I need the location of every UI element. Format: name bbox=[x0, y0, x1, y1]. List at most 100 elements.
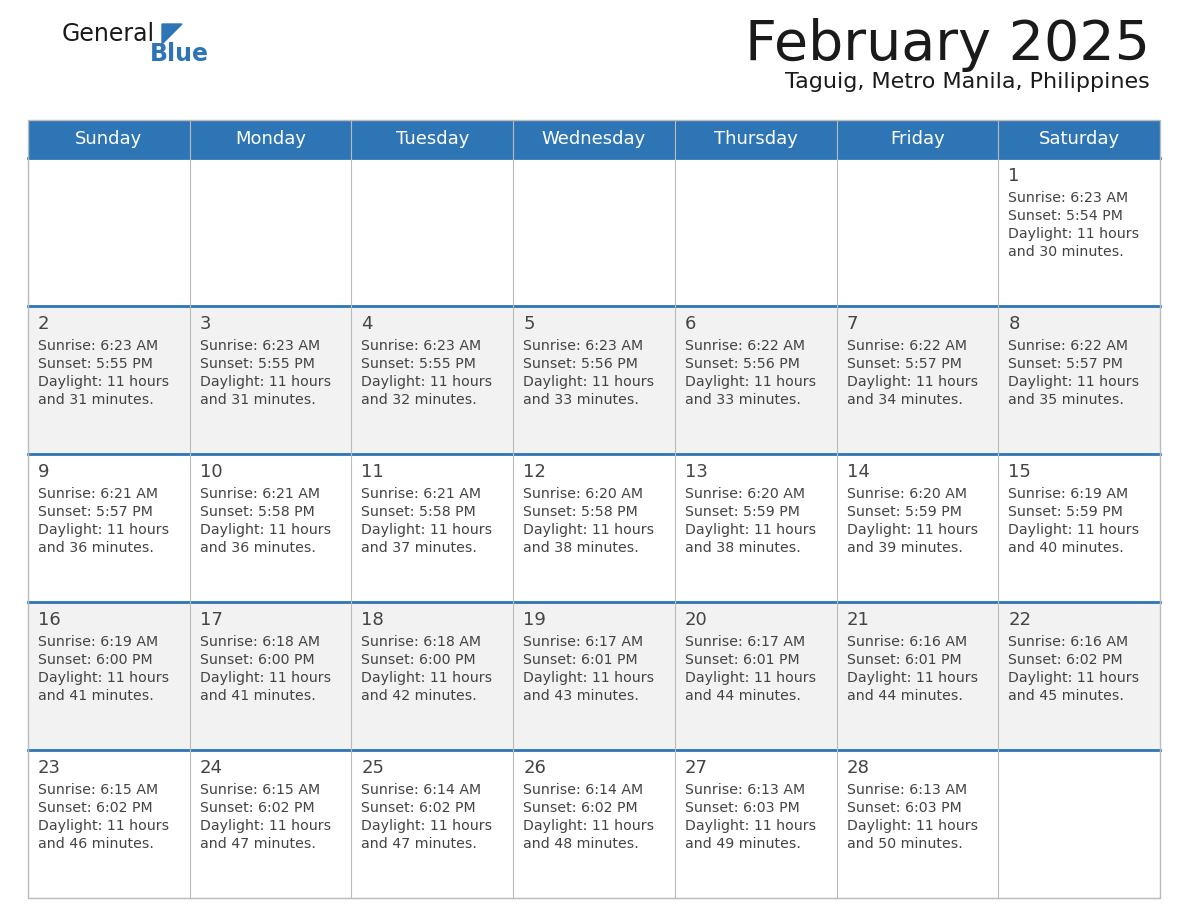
Text: and 49 minutes.: and 49 minutes. bbox=[684, 837, 801, 851]
Text: 16: 16 bbox=[38, 611, 61, 629]
Text: Daylight: 11 hours: Daylight: 11 hours bbox=[1009, 227, 1139, 241]
Bar bbox=[29, 602, 1159, 750]
Text: Sunrise: 6:18 AM: Sunrise: 6:18 AM bbox=[361, 635, 481, 649]
Bar bbox=[29, 120, 1159, 898]
Text: Daylight: 11 hours: Daylight: 11 hours bbox=[361, 819, 493, 833]
Text: Daylight: 11 hours: Daylight: 11 hours bbox=[361, 375, 493, 389]
Text: Daylight: 11 hours: Daylight: 11 hours bbox=[523, 671, 655, 685]
Text: Daylight: 11 hours: Daylight: 11 hours bbox=[684, 819, 816, 833]
Text: Daylight: 11 hours: Daylight: 11 hours bbox=[200, 375, 330, 389]
Text: Sunset: 5:58 PM: Sunset: 5:58 PM bbox=[200, 505, 315, 519]
Text: Sunset: 5:59 PM: Sunset: 5:59 PM bbox=[684, 505, 800, 519]
Text: Sunrise: 6:17 AM: Sunrise: 6:17 AM bbox=[684, 635, 805, 649]
Text: 21: 21 bbox=[847, 611, 870, 629]
Text: Daylight: 11 hours: Daylight: 11 hours bbox=[200, 523, 330, 537]
Text: and 48 minutes.: and 48 minutes. bbox=[523, 837, 639, 851]
Text: 12: 12 bbox=[523, 463, 546, 481]
Text: 2: 2 bbox=[38, 315, 50, 333]
Text: Sunset: 5:59 PM: Sunset: 5:59 PM bbox=[1009, 505, 1123, 519]
Text: and 46 minutes.: and 46 minutes. bbox=[38, 837, 154, 851]
Text: Sunrise: 6:22 AM: Sunrise: 6:22 AM bbox=[847, 339, 967, 353]
Text: and 36 minutes.: and 36 minutes. bbox=[200, 541, 316, 555]
Text: 19: 19 bbox=[523, 611, 546, 629]
Text: Sunset: 6:02 PM: Sunset: 6:02 PM bbox=[523, 801, 638, 815]
Polygon shape bbox=[162, 24, 182, 44]
Text: Sunrise: 6:22 AM: Sunrise: 6:22 AM bbox=[684, 339, 804, 353]
Text: Sunset: 5:59 PM: Sunset: 5:59 PM bbox=[847, 505, 961, 519]
Text: Thursday: Thursday bbox=[714, 130, 797, 148]
Text: Sunset: 5:58 PM: Sunset: 5:58 PM bbox=[361, 505, 476, 519]
Text: 8: 8 bbox=[1009, 315, 1019, 333]
Text: Daylight: 11 hours: Daylight: 11 hours bbox=[684, 671, 816, 685]
Text: and 40 minutes.: and 40 minutes. bbox=[1009, 541, 1124, 555]
Text: 25: 25 bbox=[361, 759, 385, 777]
Text: February 2025: February 2025 bbox=[745, 18, 1150, 72]
Text: Sunrise: 6:20 AM: Sunrise: 6:20 AM bbox=[847, 487, 967, 501]
Text: Sunrise: 6:14 AM: Sunrise: 6:14 AM bbox=[523, 783, 643, 797]
Text: and 31 minutes.: and 31 minutes. bbox=[200, 393, 316, 407]
Text: 18: 18 bbox=[361, 611, 384, 629]
Text: Sunset: 5:55 PM: Sunset: 5:55 PM bbox=[361, 357, 476, 371]
Bar bbox=[29, 158, 1159, 306]
Text: Sunrise: 6:19 AM: Sunrise: 6:19 AM bbox=[38, 635, 158, 649]
Text: 22: 22 bbox=[1009, 611, 1031, 629]
Text: 24: 24 bbox=[200, 759, 222, 777]
Text: and 39 minutes.: and 39 minutes. bbox=[847, 541, 962, 555]
Text: 17: 17 bbox=[200, 611, 222, 629]
Text: Daylight: 11 hours: Daylight: 11 hours bbox=[847, 819, 978, 833]
Text: Daylight: 11 hours: Daylight: 11 hours bbox=[684, 375, 816, 389]
Bar bbox=[29, 306, 1159, 454]
Text: 10: 10 bbox=[200, 463, 222, 481]
Text: and 33 minutes.: and 33 minutes. bbox=[523, 393, 639, 407]
Text: Daylight: 11 hours: Daylight: 11 hours bbox=[847, 375, 978, 389]
Text: Daylight: 11 hours: Daylight: 11 hours bbox=[38, 819, 169, 833]
Text: Sunset: 6:02 PM: Sunset: 6:02 PM bbox=[200, 801, 315, 815]
Text: Sunset: 5:55 PM: Sunset: 5:55 PM bbox=[38, 357, 153, 371]
Text: 13: 13 bbox=[684, 463, 708, 481]
Text: Friday: Friday bbox=[890, 130, 944, 148]
Text: Sunset: 6:02 PM: Sunset: 6:02 PM bbox=[361, 801, 476, 815]
Text: Sunset: 6:00 PM: Sunset: 6:00 PM bbox=[38, 653, 152, 667]
Text: Sunset: 6:00 PM: Sunset: 6:00 PM bbox=[361, 653, 476, 667]
Text: 6: 6 bbox=[684, 315, 696, 333]
Text: General: General bbox=[62, 22, 156, 46]
Text: Sunrise: 6:17 AM: Sunrise: 6:17 AM bbox=[523, 635, 643, 649]
Text: and 47 minutes.: and 47 minutes. bbox=[361, 837, 478, 851]
Text: and 42 minutes.: and 42 minutes. bbox=[361, 689, 478, 703]
Bar bbox=[29, 750, 1159, 898]
Text: Sunrise: 6:23 AM: Sunrise: 6:23 AM bbox=[38, 339, 158, 353]
Text: Sunset: 5:55 PM: Sunset: 5:55 PM bbox=[200, 357, 315, 371]
Text: Sunset: 6:02 PM: Sunset: 6:02 PM bbox=[38, 801, 152, 815]
Text: Tuesday: Tuesday bbox=[396, 130, 469, 148]
Text: 7: 7 bbox=[847, 315, 858, 333]
Text: and 38 minutes.: and 38 minutes. bbox=[523, 541, 639, 555]
Text: 1: 1 bbox=[1009, 167, 1019, 185]
Text: and 33 minutes.: and 33 minutes. bbox=[684, 393, 801, 407]
Text: Sunset: 6:02 PM: Sunset: 6:02 PM bbox=[1009, 653, 1123, 667]
Text: Sunset: 5:57 PM: Sunset: 5:57 PM bbox=[38, 505, 153, 519]
Text: Sunrise: 6:15 AM: Sunrise: 6:15 AM bbox=[200, 783, 320, 797]
Text: Sunrise: 6:21 AM: Sunrise: 6:21 AM bbox=[361, 487, 481, 501]
Text: Daylight: 11 hours: Daylight: 11 hours bbox=[361, 523, 493, 537]
Text: Daylight: 11 hours: Daylight: 11 hours bbox=[523, 819, 655, 833]
Text: 11: 11 bbox=[361, 463, 384, 481]
Text: Sunset: 6:01 PM: Sunset: 6:01 PM bbox=[684, 653, 800, 667]
Text: and 44 minutes.: and 44 minutes. bbox=[684, 689, 801, 703]
Text: 3: 3 bbox=[200, 315, 211, 333]
Bar bbox=[29, 454, 1159, 602]
Text: Sunset: 6:03 PM: Sunset: 6:03 PM bbox=[847, 801, 961, 815]
Text: Sunrise: 6:23 AM: Sunrise: 6:23 AM bbox=[361, 339, 481, 353]
Text: Sunrise: 6:19 AM: Sunrise: 6:19 AM bbox=[1009, 487, 1129, 501]
Text: Sunrise: 6:14 AM: Sunrise: 6:14 AM bbox=[361, 783, 481, 797]
Text: Daylight: 11 hours: Daylight: 11 hours bbox=[847, 523, 978, 537]
Text: Sunday: Sunday bbox=[75, 130, 143, 148]
Text: Sunrise: 6:22 AM: Sunrise: 6:22 AM bbox=[1009, 339, 1129, 353]
Text: and 32 minutes.: and 32 minutes. bbox=[361, 393, 478, 407]
Text: and 36 minutes.: and 36 minutes. bbox=[38, 541, 154, 555]
Text: Daylight: 11 hours: Daylight: 11 hours bbox=[361, 671, 493, 685]
Text: 5: 5 bbox=[523, 315, 535, 333]
Text: Sunrise: 6:16 AM: Sunrise: 6:16 AM bbox=[1009, 635, 1129, 649]
Text: Saturday: Saturday bbox=[1038, 130, 1120, 148]
Text: Sunset: 5:57 PM: Sunset: 5:57 PM bbox=[1009, 357, 1123, 371]
Text: Sunset: 5:58 PM: Sunset: 5:58 PM bbox=[523, 505, 638, 519]
